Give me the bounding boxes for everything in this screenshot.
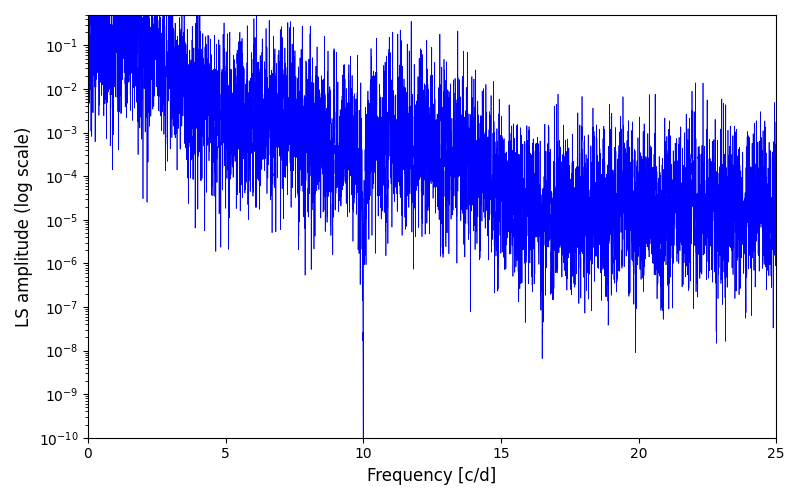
X-axis label: Frequency [c/d]: Frequency [c/d] [367, 467, 497, 485]
Y-axis label: LS amplitude (log scale): LS amplitude (log scale) [15, 126, 33, 326]
